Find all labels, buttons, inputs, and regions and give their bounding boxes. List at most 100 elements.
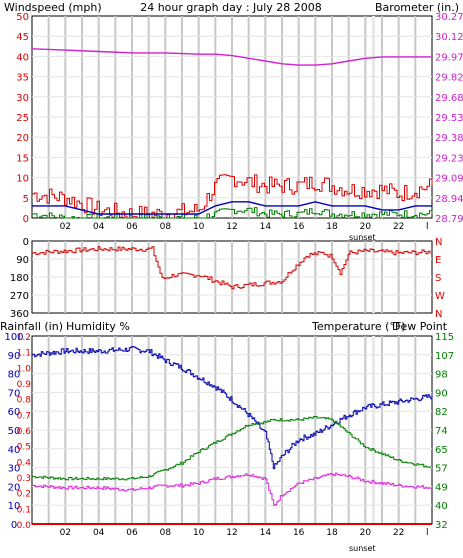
- sunset-label-bottom: sunset: [349, 544, 376, 553]
- rainfall-y-tick-label: 0.7: [17, 411, 31, 421]
- humidity-y-tick-label: 40: [8, 445, 21, 456]
- rainfall-y-tick-label: 0.0: [17, 521, 32, 531]
- direction-degrees-y-tick-label: 270: [10, 291, 29, 302]
- rainfall-y-tick-label: 0.5: [17, 443, 31, 453]
- barometer-y-tick-label: 30.12: [435, 32, 463, 43]
- wind-panel-x-tick-label: 06: [126, 222, 138, 232]
- barometer-y-tick-label: 29.97: [435, 52, 463, 63]
- humidity-y-tick-label: 20: [8, 482, 21, 493]
- temperature-y-tick-label: 40: [435, 501, 448, 512]
- humidity-series: [32, 346, 433, 470]
- wind-panel-x-tick-label: 08: [160, 222, 172, 232]
- humidity-panel-x-tick-label: 12: [226, 528, 237, 538]
- windspeed-y-tick-label: 50: [16, 12, 29, 23]
- temperature-y-tick-label: 49: [435, 482, 448, 493]
- direction-degrees-y-tick-label: 0: [23, 237, 29, 248]
- windspeed-avg-series: [32, 201, 432, 215]
- temperature-series: [32, 416, 431, 481]
- humidity-panel-x-tick-label: 06: [126, 528, 138, 538]
- rainfall-y-tick-label: 0.9: [17, 380, 32, 390]
- humidity-y-tick-label: 0: [11, 520, 17, 531]
- chart-title: 24 hour graph day : July 28 2008: [140, 1, 322, 14]
- windspeed-y-tick-label: 5: [23, 194, 29, 205]
- wind-panel-x-tick-label: 14: [260, 222, 272, 232]
- windspeed-y-tick-label: 25: [16, 113, 29, 124]
- direction-compass-y-tick-label: N: [435, 309, 442, 320]
- barometer-y-tick-label: 29.38: [435, 133, 463, 144]
- direction-compass-y-tick-label: N: [435, 237, 442, 248]
- dewpoint-axis-label: Dew Point: [392, 320, 448, 333]
- wind-panel-x-tick-label: 04: [93, 222, 105, 232]
- barometer-y-tick-label: 29.68: [435, 93, 463, 104]
- temperature-y-tick-label: 115: [435, 332, 454, 343]
- temperature-y-tick-label: 57: [435, 464, 448, 475]
- rainfall-y-tick-label: 1.1: [17, 349, 31, 359]
- wind-panel-x-tick-label: 16: [293, 222, 305, 232]
- temperature-y-tick-label: 74: [435, 426, 448, 437]
- humidity-y-tick-label: 50: [8, 426, 21, 437]
- temperature-y-tick-label: 98: [435, 370, 448, 381]
- windspeed-min-series: [32, 207, 433, 219]
- windspeed-y-tick-label: 15: [16, 153, 29, 164]
- barometer-y-tick-label: 29.23: [435, 153, 463, 164]
- direction-compass-y-tick-label: E: [435, 255, 441, 266]
- rainfall-y-tick-label: 0.4: [17, 458, 32, 468]
- direction-degrees-y-tick-label: 360: [10, 309, 29, 320]
- humidity-panel-x-tick-label: 20: [360, 528, 372, 538]
- humidity-panel-x-end-label: l: [426, 528, 429, 538]
- barometer-y-tick-label: 29.53: [435, 113, 463, 124]
- humidity-panel-x-tick-label: 16: [293, 528, 305, 538]
- direction-compass-y-tick-label: S: [435, 273, 441, 284]
- barometer-series: [31, 48, 432, 66]
- plot-panels: 0 5 10 15 20 25 30 35 40 45 50 28.79 28.94 29.09 29.23…: [4, 12, 463, 538]
- rainfall-y-tick-label: 0.6: [17, 427, 32, 437]
- humidity-y-tick-label: 80: [8, 370, 21, 381]
- humidity-panel-x-tick-label: 04: [93, 528, 105, 538]
- wind-panel-x-tick-label: 20: [360, 222, 372, 232]
- wind-panel-x-tick-label: 12: [226, 222, 237, 232]
- humidity-panel-x-tick-label: 10: [193, 528, 205, 538]
- rainfall-y-tick-label: 0.1: [17, 505, 31, 515]
- temperature-axis-label: Temperature (°F): [311, 320, 406, 333]
- wind-panel-x-tick-label: 18: [326, 222, 338, 232]
- rainfall-y-tick-label: 1.2: [17, 333, 31, 343]
- humidity-y-tick-label: 10: [8, 501, 21, 512]
- temperature-y-tick-label: 90: [435, 388, 448, 399]
- humidity-y-tick-label: 90: [8, 351, 21, 362]
- rainfall-y-tick-label: 0.3: [17, 474, 31, 484]
- temperature-y-tick-label: 107: [435, 351, 454, 362]
- windspeed-y-tick-label: 30: [16, 93, 29, 104]
- windspeed-y-tick-label: 45: [16, 32, 29, 43]
- humidity-y-tick-label: 60: [8, 407, 21, 418]
- direction-compass-y-tick-label: W: [435, 291, 445, 302]
- barometer-y-tick-label: 29.82: [435, 73, 463, 84]
- dewpoint-series: [32, 472, 431, 506]
- windspeed-y-tick-label: 0: [23, 214, 29, 225]
- windspeed-y-tick-label: 20: [16, 133, 29, 144]
- rainfall-axis-label: Rainfall (in): [0, 320, 63, 333]
- windspeed-y-tick-label: 40: [16, 52, 29, 63]
- barometer-axis-label: Barometer (in.): [375, 1, 459, 14]
- barometer-y-tick-label: 28.79: [435, 214, 463, 225]
- wind-panel-x-tick-label: 22: [393, 222, 404, 232]
- windspeed-y-tick-label: 35: [16, 73, 29, 84]
- humidity-y-tick-label: 70: [8, 388, 21, 399]
- humidity-panel-x-tick-label: 08: [160, 528, 172, 538]
- temperature-y-tick-label: 65: [435, 445, 448, 456]
- humidity-panel-x-tick-label: 02: [60, 528, 71, 538]
- humidity-panel-x-tick-label: 18: [326, 528, 338, 538]
- windspeed-y-tick-label: 10: [16, 174, 29, 185]
- wind-panel-x-tick-label: 02: [60, 222, 71, 232]
- humidity-y-tick-label: 30: [8, 464, 21, 475]
- direction-degrees-y-tick-label: 90: [16, 255, 29, 266]
- rainfall-y-tick-label: 1.0: [17, 364, 32, 374]
- humidity-panel-x-tick-label: 14: [260, 528, 272, 538]
- sunset-label-top: sunset: [349, 233, 376, 242]
- barometer-y-tick-label: 29.09: [435, 174, 463, 185]
- humidity-panel-x-tick-label: 22: [393, 528, 404, 538]
- windspeed-axis-label: Windspeed (mph): [4, 1, 102, 14]
- temperature-y-tick-label: 82: [435, 407, 448, 418]
- rainfall-y-tick-label: 0.2: [17, 490, 31, 500]
